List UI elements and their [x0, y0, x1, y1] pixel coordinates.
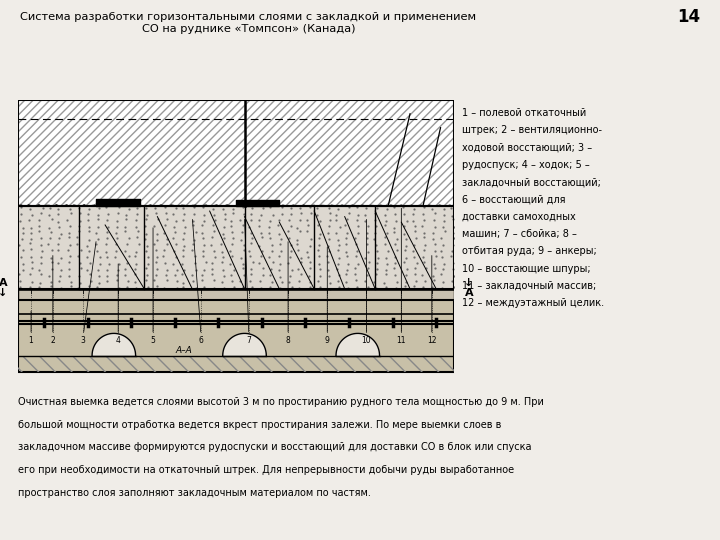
Polygon shape	[92, 333, 135, 356]
Text: закладочном массиве формируются рудоспуски и восстающий для доставки СО в блок и: закладочном массиве формируются рудоспус…	[18, 442, 531, 453]
Text: 12 – междуэтажный целик.: 12 – междуэтажный целик.	[462, 298, 604, 308]
Bar	[18, 300, 454, 372]
Text: 10 – восстающие шпуры;: 10 – восстающие шпуры;	[462, 264, 591, 274]
Text: 5: 5	[150, 336, 156, 345]
Text: ↓: ↓	[464, 278, 474, 288]
Text: его при необходимости на откаточный штрек. Для непрерывности добычи руды выработ: его при необходимости на откаточный штре…	[18, 465, 514, 475]
Text: 1 – полевой откаточный: 1 – полевой откаточный	[462, 108, 587, 118]
Text: отбитая руда; 9 – анкеры;: отбитая руда; 9 – анкеры;	[462, 246, 597, 256]
Text: 1: 1	[29, 336, 33, 345]
Text: ходовой восстающий; 3 –: ходовой восстающий; 3 –	[462, 143, 593, 153]
Text: А: А	[464, 287, 473, 298]
Text: 2: 2	[50, 336, 55, 345]
Text: 3: 3	[81, 336, 86, 345]
Bar	[18, 356, 454, 372]
Text: 12: 12	[427, 336, 436, 345]
Text: машин; 7 – сбойка; 8 –: машин; 7 – сбойка; 8 –	[462, 229, 577, 239]
Text: СО на руднике «Томпсон» (Канада): СО на руднике «Томпсон» (Канада)	[142, 24, 355, 34]
Polygon shape	[222, 333, 266, 356]
Text: 11: 11	[397, 336, 406, 345]
Text: Очистная выемка ведется слоями высотой 3 м по простиранию рудного тела мощностью: Очистная выемка ведется слоями высотой 3…	[18, 397, 544, 407]
Bar	[18, 289, 454, 300]
Text: 4: 4	[116, 336, 121, 345]
Text: А–А: А–А	[175, 346, 192, 355]
Text: Система разработки горизонтальными слоями с закладкой и применением: Система разработки горизонтальными слоям…	[20, 12, 477, 22]
Polygon shape	[336, 333, 379, 356]
Bar	[18, 206, 454, 289]
Text: закладочный восстающий;: закладочный восстающий;	[462, 177, 601, 187]
Text: пространство слоя заполняют закладочным материалом по частям.: пространство слоя заполняют закладочным …	[18, 488, 371, 498]
Text: большой мощности отработка ведется вкрест простирания залежи. По мере выемки сло: большой мощности отработка ведется вкрес…	[18, 420, 501, 430]
Text: 7: 7	[246, 336, 251, 345]
Text: ↓: ↓	[0, 288, 7, 298]
Text: доставки самоходных: доставки самоходных	[462, 212, 576, 222]
Text: 14: 14	[678, 8, 701, 26]
Text: 10: 10	[361, 336, 372, 345]
Text: штрек; 2 – вентиляционно-: штрек; 2 – вентиляционно-	[462, 125, 602, 136]
Bar	[18, 100, 454, 206]
Bar	[18, 100, 454, 206]
Text: А: А	[0, 278, 7, 288]
Text: рудоспуск; 4 – ходок; 5 –: рудоспуск; 4 – ходок; 5 –	[462, 160, 590, 170]
Text: 8: 8	[286, 336, 290, 345]
Text: 6: 6	[199, 336, 203, 345]
Text: 9: 9	[325, 336, 330, 345]
Text: 6 – восстающий для: 6 – восстающий для	[462, 194, 566, 205]
Text: 11 – закладочный массив;: 11 – закладочный массив;	[462, 281, 596, 291]
